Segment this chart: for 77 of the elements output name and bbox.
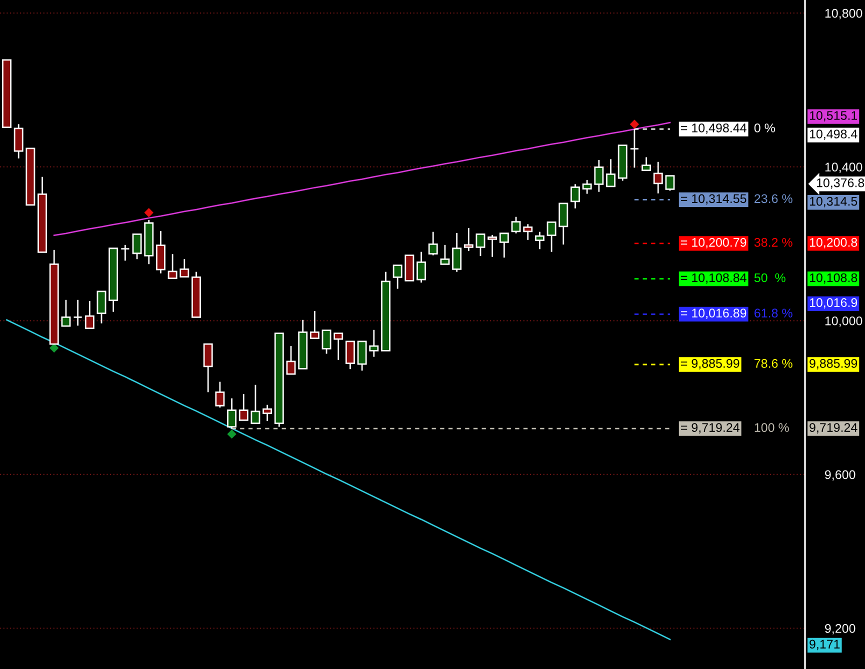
candlestick <box>215 381 225 408</box>
candlestick <box>665 175 675 192</box>
text: 10,016.9 <box>810 298 858 308</box>
candlestick <box>642 156 652 172</box>
line-series <box>6 319 671 640</box>
candlestick <box>464 227 474 252</box>
candlestick <box>511 216 521 234</box>
y-tick-label: 10,000 <box>825 316 862 327</box>
legend-label: 100 % <box>754 423 789 432</box>
text: 10,515.1 <box>810 111 858 122</box>
candlestick <box>73 299 83 326</box>
legend-label: 38.2 % <box>754 238 792 247</box>
point <box>227 429 236 439</box>
candlestick <box>582 179 592 194</box>
text: 10,498.4 <box>810 130 858 140</box>
candlestick <box>168 253 178 280</box>
text: 9,171 <box>810 640 840 650</box>
candlestick <box>653 161 663 194</box>
candlestick <box>286 345 296 375</box>
candlestick <box>180 258 190 278</box>
candlestick <box>440 244 450 265</box>
legend-label: 23.6 % <box>754 194 792 204</box>
candlestick <box>570 183 580 210</box>
data-label: = 10,498.44 <box>681 124 746 134</box>
candlestick <box>262 404 272 422</box>
candlestick <box>546 222 556 253</box>
point <box>630 120 640 129</box>
candlestick <box>322 330 332 354</box>
candlestick <box>488 234 498 258</box>
candlestick <box>132 233 142 260</box>
candlestick <box>120 244 130 262</box>
candlestick <box>534 231 544 250</box>
candlestick <box>499 232 509 258</box>
legend-label: 78.6 % <box>754 358 792 368</box>
candlestick <box>452 232 462 273</box>
text: 10,108.8 <box>810 273 858 284</box>
candlestick <box>392 264 402 290</box>
candlestick <box>334 332 344 361</box>
data-label: = 10,200.79 <box>681 238 746 248</box>
text: 9,885.99 <box>810 358 858 370</box>
candlestick <box>310 310 320 340</box>
y-tick-label: 10,800 <box>825 8 862 20</box>
candlestick <box>357 340 367 372</box>
candlestick <box>61 299 71 327</box>
candlestick <box>476 233 486 257</box>
legend-label: 50 % <box>754 273 786 282</box>
text: 0 % <box>754 124 775 132</box>
y-tick-label: 10,400 <box>825 162 862 173</box>
candlestick <box>523 223 533 241</box>
candlestick <box>227 398 236 430</box>
point <box>50 343 59 353</box>
candlestick <box>345 340 355 370</box>
point <box>144 208 154 218</box>
y-tick-label: 9,600 <box>825 470 856 481</box>
candlestick <box>250 384 260 424</box>
candlestick <box>594 159 604 193</box>
candlestick <box>558 202 568 246</box>
text: 10,200.8 <box>810 238 858 248</box>
text: 61.8 % <box>754 308 792 318</box>
text: 10,314.5 <box>810 196 858 208</box>
text: 10,376.8 <box>816 178 864 189</box>
candlestick <box>203 343 213 393</box>
candlestick <box>14 123 24 160</box>
candlestick <box>369 329 379 358</box>
data-label: = 10,314.55 <box>681 194 746 205</box>
candlestick <box>238 393 248 421</box>
data-label: = 9,719.24 <box>681 423 740 434</box>
y-tick-label: 9,200 <box>825 624 856 634</box>
data-label: = 10,016.89 <box>681 308 746 319</box>
candlestick <box>84 300 94 330</box>
candlestick <box>428 231 438 256</box>
candlestick <box>416 251 426 284</box>
data-label: = 10,108.84 <box>681 273 746 284</box>
candlestick <box>96 290 106 324</box>
data-label: = 9,885.99 <box>681 358 740 370</box>
text: 9,719.24 <box>810 423 858 434</box>
candlestick <box>606 158 616 188</box>
